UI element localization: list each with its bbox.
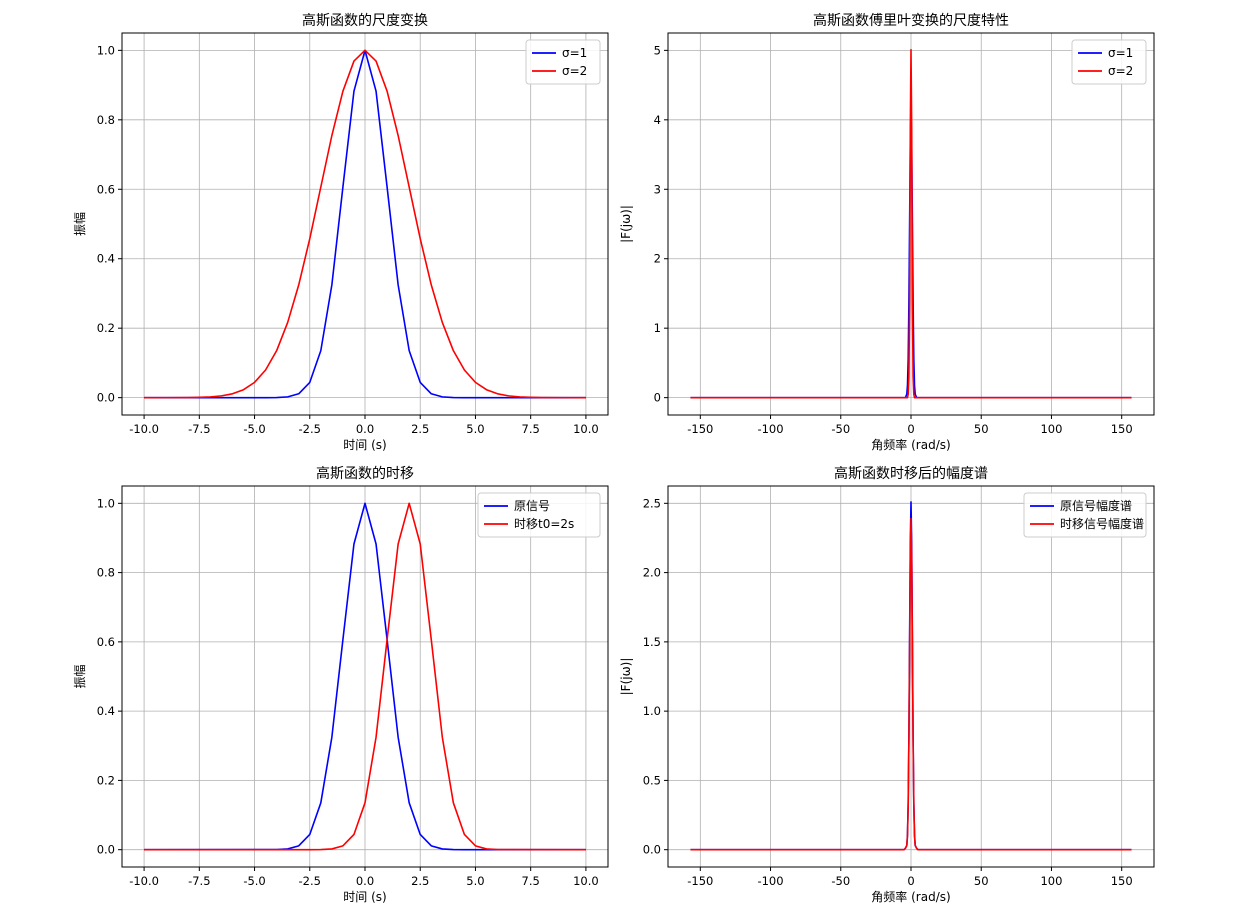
x-tick-label: -50 (831, 422, 850, 436)
chart-panel-3: -10.0 -7.5 -5.0 -2.5 0.0 2.5 5.0 7.5 10.0 0.0 0.2 0… (72, 465, 609, 904)
x-tick-label: 2.5 (411, 422, 429, 436)
x-tick-label: -2.5 (299, 422, 321, 436)
x-tick-label: -100 (757, 874, 783, 888)
y-tick-label: 5 (654, 43, 661, 57)
y-tick-label: 2.5 (643, 496, 661, 510)
legend-box (477, 492, 601, 538)
x-axis-label: 角频率 (rad/s) (871, 889, 950, 904)
x-axis-label: 角频率 (rad/s) (871, 437, 950, 452)
y-tick-label: 0.2 (97, 773, 115, 787)
x-tick-label: -7.5 (188, 874, 210, 888)
x-tick-label: 50 (974, 874, 989, 888)
x-tick-label: 2.5 (411, 874, 429, 888)
x-tick-label: 100 (1040, 874, 1062, 888)
chart-panel-4: -150 -100 -50 0 50 100 150 0.0 0.5 1.0 1.5 2.0 2.5 高斯… (619, 465, 1155, 904)
x-axis-label: 时间 (s) (343, 890, 386, 904)
series-line-2 (144, 502, 586, 851)
chart-panel-2: -150 -100 -50 0 50 100 150 0 1 2 3 4 5 高斯函数傅里叶变换的尺度特性… (619, 12, 1155, 452)
x-tick-label: 0 (907, 874, 914, 888)
y-tick-label: 1.0 (97, 43, 115, 57)
legend-label: 时移信号幅度谱 (1060, 516, 1144, 531)
legend-label: 原信号 (514, 499, 550, 513)
y-tick-label: 0.8 (97, 566, 115, 580)
x-tick-label: 7.5 (522, 422, 540, 436)
y-tick-label: 0.5 (643, 773, 661, 787)
legend: σ=1σ=2 (1071, 39, 1147, 85)
x-tick-label: 150 (1111, 874, 1133, 888)
legend-label: 原信号幅度谱 (1060, 498, 1132, 513)
y-axis-label: |F(jω)| (619, 205, 633, 243)
series-line-2 (690, 48, 1132, 399)
x-axis-label: 时间 (s) (343, 438, 386, 452)
legend-label: σ=1 (562, 46, 587, 60)
x-tick-label: 0.0 (356, 874, 374, 888)
y-tick-label: 0.8 (97, 113, 115, 127)
y-tick-label: 0.2 (97, 321, 115, 335)
y-tick-label: 0 (654, 391, 661, 405)
chart-title: 高斯函数的尺度变换 (302, 12, 428, 29)
x-tick-label: 50 (974, 422, 989, 436)
x-tick-label: 5.0 (466, 422, 484, 436)
x-tick-label: 10.0 (573, 874, 599, 888)
y-tick-label: 0.0 (643, 843, 661, 857)
y-axis-label: 振幅 (72, 212, 87, 236)
x-tick-label: -10.0 (129, 422, 159, 436)
chart-title: 高斯函数时移后的幅度谱 (834, 465, 988, 482)
y-tick-label: 0.0 (97, 391, 115, 405)
y-tick-label: 1.0 (643, 704, 661, 718)
x-tick-label: -100 (757, 422, 783, 436)
x-tick-label: -5.0 (243, 874, 265, 888)
chart-title: 高斯函数的时移 (316, 465, 414, 482)
y-tick-label: 1 (654, 321, 661, 335)
y-tick-label: 3 (654, 182, 661, 196)
legend: σ=1σ=2 (525, 39, 601, 85)
legend-box (1023, 492, 1147, 538)
x-tick-label: 0.0 (356, 422, 374, 436)
chart-panel-1: -10.0 -7.5 -5.0 -2.5 0.0 2.5 5.0 7.5 10.0 0.0 0.2 0… (72, 12, 609, 452)
x-tick-label: 100 (1040, 422, 1062, 436)
x-tick-label: 150 (1111, 422, 1133, 436)
x-tick-label: -150 (687, 874, 713, 888)
y-tick-label: 0.0 (97, 843, 115, 857)
series-line-2 (144, 49, 586, 399)
y-tick-label: 1.0 (97, 496, 115, 510)
y-axis-label: 振幅 (72, 664, 87, 688)
x-tick-label: -5.0 (243, 422, 265, 436)
legend-label: σ=2 (1108, 64, 1133, 78)
y-tick-label: 0.6 (97, 182, 115, 196)
x-tick-label: -50 (831, 874, 850, 888)
x-tick-label: 5.0 (466, 874, 484, 888)
y-axis-label: |F(jω)| (619, 658, 633, 696)
series-line-2 (690, 517, 1132, 851)
y-tick-label: 1.5 (643, 635, 661, 649)
y-tick-label: 0.4 (97, 704, 115, 718)
y-tick-label: 0.6 (97, 635, 115, 649)
legend-box (1071, 39, 1147, 85)
x-tick-label: -150 (687, 422, 713, 436)
legend-label: σ=2 (562, 64, 587, 78)
x-tick-label: -2.5 (299, 874, 321, 888)
legend-box (525, 39, 601, 85)
x-tick-label: 0 (907, 422, 914, 436)
y-tick-label: 0.4 (97, 252, 115, 266)
y-tick-label: 2 (654, 252, 661, 266)
y-tick-label: 4 (654, 113, 661, 127)
x-tick-label: -10.0 (129, 874, 159, 888)
x-tick-label: -7.5 (188, 422, 210, 436)
x-tick-label: 7.5 (522, 874, 540, 888)
legend-label: σ=1 (1108, 46, 1133, 60)
y-tick-label: 2.0 (643, 566, 661, 580)
chart-title: 高斯函数傅里叶变换的尺度特性 (813, 12, 1009, 29)
legend-label: 时移t0=2s (514, 517, 574, 531)
x-tick-label: 10.0 (573, 422, 599, 436)
